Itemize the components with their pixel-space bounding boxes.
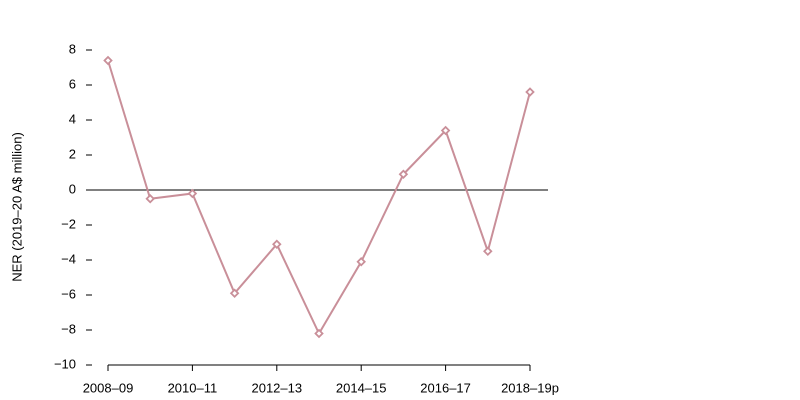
- x-tick-label: 2018–19p: [501, 380, 559, 395]
- series-line: [107, 60, 531, 336]
- point-marker: [187, 188, 198, 199]
- y-tick-label: −2: [61, 216, 76, 231]
- point-marker: [483, 246, 493, 257]
- y-tick-label: −4: [61, 251, 76, 266]
- y-tick-label: −6: [61, 286, 76, 301]
- point-marker: [398, 169, 409, 180]
- y-tick-label: 2: [69, 146, 76, 161]
- x-tick-label: 2010–11: [168, 380, 218, 395]
- point-marker: [525, 87, 535, 97]
- point-marker: [440, 125, 451, 136]
- point-marker: [145, 193, 155, 204]
- y-tick-label: −10: [54, 356, 76, 371]
- y-tick-label: 8: [69, 41, 76, 56]
- y-tick-label: −8: [61, 321, 76, 336]
- point-marker: [103, 55, 113, 66]
- point-marker: [272, 239, 282, 250]
- point-marker: [229, 288, 240, 299]
- point-marker: [314, 328, 324, 339]
- x-tick-label: 2014–15: [336, 380, 387, 395]
- point-marker: [356, 256, 366, 267]
- y-tick-label: 0: [69, 181, 76, 196]
- x-tick-label: 2012–13: [251, 380, 302, 395]
- x-tick-label: 2016–17: [420, 380, 471, 395]
- y-tick-label: 4: [69, 111, 76, 126]
- x-tick-label: 2008–09: [83, 380, 134, 395]
- y-tick-label: 6: [69, 76, 76, 91]
- y-axis-label: NER (2019–20 A$ million): [9, 132, 24, 282]
